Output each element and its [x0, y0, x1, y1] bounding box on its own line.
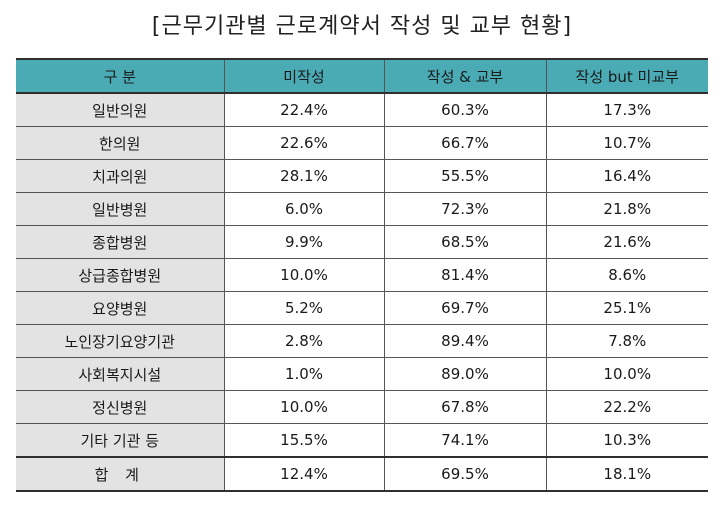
total-cell-not-written: 12.4% — [223, 456, 385, 492]
cell-written-issued: 66.7% — [383, 126, 547, 160]
cell-not-written: 22.6% — [223, 126, 385, 160]
cell-not-written: 1.0% — [223, 357, 385, 391]
table-row: 종합병원 9.9% 68.5% 21.6% — [16, 225, 708, 259]
cell-written-not-issued: 7.8% — [545, 324, 708, 358]
cell-written-issued: 69.7% — [383, 291, 547, 325]
total-cell-written-not-issued: 18.1% — [545, 456, 708, 492]
table-row: 치과의원 28.1% 55.5% 16.4% — [16, 159, 708, 193]
table-row: 일반병원 6.0% 72.3% 21.8% — [16, 192, 708, 226]
cell-written-issued: 60.3% — [383, 92, 547, 127]
cell-written-not-issued: 16.4% — [545, 159, 708, 193]
cell-not-written: 2.8% — [223, 324, 385, 358]
cell-not-written: 10.0% — [223, 390, 385, 424]
table-row: 상급종합병원 10.0% 81.4% 8.6% — [16, 258, 708, 292]
table-row: 한의원 22.6% 66.7% 10.7% — [16, 126, 708, 160]
cell-written-not-issued: 22.2% — [545, 390, 708, 424]
row-category: 요양병원 — [16, 291, 225, 325]
table-row: 노인장기요양기관 2.8% 89.4% 7.8% — [16, 324, 708, 358]
cell-written-issued: 74.1% — [383, 423, 547, 458]
row-category: 치과의원 — [16, 159, 225, 193]
cell-written-not-issued: 10.7% — [545, 126, 708, 160]
cell-written-not-issued: 21.6% — [545, 225, 708, 259]
cell-not-written: 6.0% — [223, 192, 385, 226]
cell-written-issued: 55.5% — [383, 159, 547, 193]
cell-written-issued: 89.4% — [383, 324, 547, 358]
cell-written-not-issued: 17.3% — [545, 92, 708, 127]
table-total-row: 합 계 12.4% 69.5% 18.1% — [16, 456, 708, 492]
status-table: 구 분 미작성 작성 & 교부 작성 but 미교부 일반의원 22.4% 60.3… — [16, 58, 708, 492]
header-written-not-issued: 작성 but 미교부 — [545, 58, 708, 94]
table-row: 일반의원 22.4% 60.3% 17.3% — [16, 92, 708, 127]
cell-written-issued: 67.8% — [383, 390, 547, 424]
header-not-written: 미작성 — [223, 58, 385, 94]
document-title: [근무기관별 근로계약서 작성 및 교부 현황] — [151, 14, 573, 39]
row-category: 한의원 — [16, 126, 225, 160]
row-category: 사회복지시설 — [16, 357, 225, 391]
cell-not-written: 10.0% — [223, 258, 385, 292]
row-category: 정신병원 — [16, 390, 225, 424]
table-row: 기타 기관 등 15.5% 74.1% 10.3% — [16, 423, 708, 458]
cell-written-issued: 89.0% — [383, 357, 547, 391]
row-category: 기타 기관 등 — [16, 423, 225, 458]
header-written-issued: 작성 & 교부 — [383, 58, 547, 94]
cell-written-not-issued: 10.3% — [545, 423, 708, 458]
header-category: 구 분 — [16, 58, 225, 94]
row-category: 상급종합병원 — [16, 258, 225, 292]
total-label: 합 계 — [16, 456, 225, 492]
row-category: 노인장기요양기관 — [16, 324, 225, 358]
cell-not-written: 5.2% — [223, 291, 385, 325]
table-row: 사회복지시설 1.0% 89.0% 10.0% — [16, 357, 708, 391]
cell-not-written: 15.5% — [223, 423, 385, 458]
row-category: 종합병원 — [16, 225, 225, 259]
cell-written-not-issued: 10.0% — [545, 357, 708, 391]
cell-not-written: 9.9% — [223, 225, 385, 259]
cell-written-issued: 81.4% — [383, 258, 547, 292]
table-header-row: 구 분 미작성 작성 & 교부 작성 but 미교부 — [16, 58, 708, 94]
cell-not-written: 22.4% — [223, 92, 385, 127]
total-cell-written-issued: 69.5% — [383, 456, 547, 492]
table-row: 요양병원 5.2% 69.7% 25.1% — [16, 291, 708, 325]
cell-written-not-issued: 21.8% — [545, 192, 708, 226]
row-category: 일반의원 — [16, 92, 225, 127]
cell-not-written: 28.1% — [223, 159, 385, 193]
cell-written-issued: 72.3% — [383, 192, 547, 226]
cell-written-not-issued: 8.6% — [545, 258, 708, 292]
row-category: 일반병원 — [16, 192, 225, 226]
table-body: 일반의원 22.4% 60.3% 17.3% 한의원 22.6% 66.7% 10.7% 치과의… — [16, 92, 708, 492]
cell-written-issued: 68.5% — [383, 225, 547, 259]
table-row: 정신병원 10.0% 67.8% 22.2% — [16, 390, 708, 424]
cell-written-not-issued: 25.1% — [545, 291, 708, 325]
